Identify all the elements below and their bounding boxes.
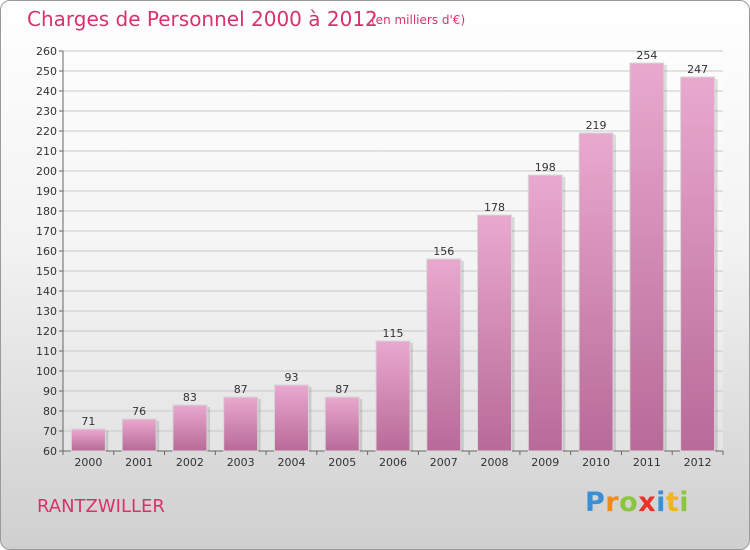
bar (426, 258, 462, 452)
x-tick-label: 2006 (379, 456, 407, 469)
data-label: 93 (284, 371, 298, 384)
y-tick-label: 260 (36, 45, 57, 58)
axes: 60 70 80 90 100 110 120 130 140 150 160 170 180 190 20… (36, 45, 724, 469)
commune-name: RANTZWILLER (37, 496, 165, 517)
x-tick-label: 2001 (125, 456, 153, 469)
y-tick-label: 120 (36, 325, 57, 338)
y-tick-label: 80 (43, 405, 57, 418)
y-tick-label: 60 (43, 445, 57, 458)
bar (680, 76, 716, 452)
y-tick-label: 90 (43, 385, 57, 398)
y-tick-label: 210 (36, 145, 57, 158)
y-tick-label: 220 (36, 125, 57, 138)
bar (121, 418, 157, 452)
data-label: 83 (183, 391, 197, 404)
y-tick-label: 190 (36, 185, 57, 198)
y-tick-label: 170 (36, 225, 57, 238)
bar (477, 214, 513, 452)
y-tick-label: 140 (36, 285, 57, 298)
x-tick-label: 2008 (481, 456, 509, 469)
y-tick-label: 160 (36, 245, 57, 258)
x-tick-label: 2009 (531, 456, 559, 469)
y-tick-label: 150 (36, 265, 57, 278)
bar (375, 340, 411, 452)
data-labels: 71 76 83 87 93 87 115 156 178 198 219 254 247 (81, 49, 708, 428)
y-tick-label: 200 (36, 165, 57, 178)
x-tick-label: 2003 (227, 456, 255, 469)
data-label: 87 (335, 383, 349, 396)
data-label: 178 (484, 201, 505, 214)
x-tick-label: 2010 (582, 456, 610, 469)
data-label: 71 (81, 415, 95, 428)
bar (273, 384, 309, 452)
bar (223, 396, 259, 452)
y-tick-label: 100 (36, 365, 57, 378)
x-tick-label: 2004 (277, 456, 305, 469)
data-label: 156 (433, 245, 454, 258)
chart-subtitle: (en milliers d'€) (371, 13, 466, 27)
data-label: 219 (586, 119, 607, 132)
data-label: 247 (687, 63, 708, 76)
x-tick-label: 2005 (328, 456, 356, 469)
y-tick-label: 180 (36, 205, 57, 218)
x-tick-label: 2011 (633, 456, 661, 469)
y-tick-label: 240 (36, 85, 57, 98)
chart-title: Charges de Personnel 2000 à 2012 (27, 7, 378, 31)
proxiti-logo: Proxiti (585, 487, 689, 518)
y-tick-label: 250 (36, 65, 57, 78)
logo-letter: t (665, 487, 680, 518)
bar (578, 132, 614, 452)
data-label: 254 (636, 49, 657, 62)
x-tick-label: 2002 (176, 456, 204, 469)
bar (324, 396, 360, 452)
bar (629, 62, 665, 452)
logo-letter: i (656, 487, 666, 518)
bar (172, 404, 208, 452)
x-tick-label: 2000 (74, 456, 102, 469)
y-tick-label: 110 (36, 345, 57, 358)
bars (70, 62, 718, 452)
data-label: 76 (132, 405, 146, 418)
logo-letter: o (619, 487, 639, 518)
bar (527, 174, 563, 452)
y-tick-label: 230 (36, 105, 57, 118)
bar (70, 428, 106, 452)
x-tick-label: 2012 (684, 456, 712, 469)
data-label: 87 (234, 383, 248, 396)
y-tick-label: 130 (36, 305, 57, 318)
logo-letter: i (679, 487, 690, 518)
logo-letter: P (585, 487, 606, 518)
logo-letter: x (638, 487, 657, 518)
data-label: 115 (383, 327, 404, 340)
logo-letter: r (605, 487, 620, 518)
data-label: 198 (535, 161, 556, 174)
x-tick-label: 2007 (430, 456, 458, 469)
y-tick-label: 70 (43, 425, 57, 438)
